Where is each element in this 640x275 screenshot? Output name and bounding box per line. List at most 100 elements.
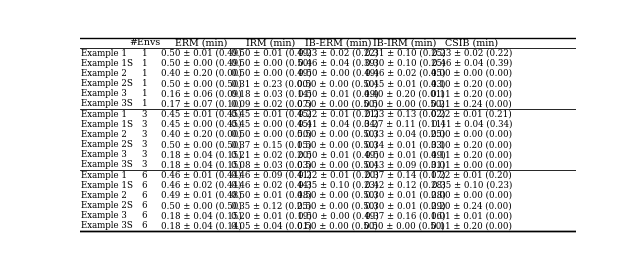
Text: 0.40 ± 0.20 (0.00): 0.40 ± 0.20 (0.00) xyxy=(161,69,242,78)
Text: 0.11 ± 0.20 (0.00): 0.11 ± 0.20 (0.00) xyxy=(431,221,513,230)
Text: Example 3S: Example 3S xyxy=(81,221,132,230)
Text: 0.50 ± 0.00 (0.50): 0.50 ± 0.00 (0.50) xyxy=(364,221,445,230)
Text: 0.37 ± 0.15 (0.15): 0.37 ± 0.15 (0.15) xyxy=(230,140,311,149)
Text: 0.16 ± 0.06 (0.09): 0.16 ± 0.06 (0.09) xyxy=(161,89,242,98)
Text: Example 2S: Example 2S xyxy=(81,79,133,88)
Text: 0.11 ± 0.20 (0.00): 0.11 ± 0.20 (0.00) xyxy=(431,89,513,98)
Text: 0.50 ± 0.00 (0.50): 0.50 ± 0.00 (0.50) xyxy=(298,140,378,149)
Text: 0.23 ± 0.13 (0.02): 0.23 ± 0.13 (0.02) xyxy=(365,110,445,119)
Text: 0.30 ± 0.01 (0.28): 0.30 ± 0.01 (0.28) xyxy=(365,191,445,200)
Text: 0.35 ± 0.12 (0.25): 0.35 ± 0.12 (0.25) xyxy=(231,201,311,210)
Text: Example 2: Example 2 xyxy=(81,69,127,78)
Text: 0.50 ± 0.00 (0.49): 0.50 ± 0.00 (0.49) xyxy=(298,211,378,220)
Text: 0.31 ± 0.10 (0.25): 0.31 ± 0.10 (0.25) xyxy=(365,49,445,58)
Text: 0.45 ± 0.01 (0.43): 0.45 ± 0.01 (0.43) xyxy=(365,79,445,88)
Text: 0.50 ± 0.00 (0.50): 0.50 ± 0.00 (0.50) xyxy=(230,59,312,68)
Text: Example 2S: Example 2S xyxy=(81,201,133,210)
Text: 0.18 ± 0.04 (0.14): 0.18 ± 0.04 (0.14) xyxy=(161,221,242,230)
Text: 0.41 ± 0.04 (0.34): 0.41 ± 0.04 (0.34) xyxy=(298,120,378,129)
Text: Example 3: Example 3 xyxy=(81,211,127,220)
Text: 1: 1 xyxy=(141,69,147,78)
Text: 0.11 ± 0.20 (0.00): 0.11 ± 0.20 (0.00) xyxy=(431,150,513,159)
Text: ERM (min): ERM (min) xyxy=(175,38,228,47)
Text: 0.50 ± 0.01 (0.49): 0.50 ± 0.01 (0.49) xyxy=(365,150,445,159)
Text: 6: 6 xyxy=(141,191,147,200)
Text: 0.00 ± 0.00 (0.00): 0.00 ± 0.00 (0.00) xyxy=(431,130,513,139)
Text: 0.46 ± 0.02 (0.44): 0.46 ± 0.02 (0.44) xyxy=(230,181,311,190)
Text: 0.22 ± 0.01 (0.20): 0.22 ± 0.01 (0.20) xyxy=(431,170,512,180)
Text: 0.35 ± 0.10 (0.23): 0.35 ± 0.10 (0.23) xyxy=(431,181,512,190)
Text: 0.22 ± 0.01 (0.20): 0.22 ± 0.01 (0.20) xyxy=(298,170,378,180)
Text: Example 1S: Example 1S xyxy=(81,181,133,190)
Text: 0.17 ± 0.07 (0.10): 0.17 ± 0.07 (0.10) xyxy=(161,100,242,108)
Text: 0.01 ± 0.00 (0.00): 0.01 ± 0.00 (0.00) xyxy=(431,160,513,169)
Text: 0.30 ± 0.01 (0.29): 0.30 ± 0.01 (0.29) xyxy=(365,201,445,210)
Text: 0.00 ± 0.00 (0.00): 0.00 ± 0.00 (0.00) xyxy=(431,191,513,200)
Text: 0.50 ± 0.00 (0.50): 0.50 ± 0.00 (0.50) xyxy=(298,191,378,200)
Text: 0.34 ± 0.01 (0.33): 0.34 ± 0.01 (0.33) xyxy=(365,140,445,149)
Text: 0.50 ± 0.00 (0.50): 0.50 ± 0.00 (0.50) xyxy=(298,221,378,230)
Text: CSIB (min): CSIB (min) xyxy=(445,38,499,47)
Text: Example 1S: Example 1S xyxy=(81,120,133,129)
Text: 0.49 ± 0.01 (0.48): 0.49 ± 0.01 (0.48) xyxy=(161,191,242,200)
Text: Example 1S: Example 1S xyxy=(81,59,133,68)
Text: 0.50 ± 0.00 (0.49): 0.50 ± 0.00 (0.49) xyxy=(161,59,242,68)
Text: 6: 6 xyxy=(141,211,147,220)
Text: Example 2S: Example 2S xyxy=(81,140,133,149)
Text: 0.45 ± 0.00 (0.45): 0.45 ± 0.00 (0.45) xyxy=(161,120,242,129)
Text: 0.05 ± 0.04 (0.01): 0.05 ± 0.04 (0.01) xyxy=(230,221,312,230)
Text: IRM (min): IRM (min) xyxy=(246,38,296,47)
Text: 0.40 ± 0.20 (0.00): 0.40 ± 0.20 (0.00) xyxy=(161,130,242,139)
Text: 0.45 ± 0.01 (0.45): 0.45 ± 0.01 (0.45) xyxy=(161,110,242,119)
Text: 0.50 ± 0.00 (0.50): 0.50 ± 0.00 (0.50) xyxy=(364,100,445,108)
Text: 0.43 ± 0.09 (0.31): 0.43 ± 0.09 (0.31) xyxy=(365,160,445,169)
Text: 0.33 ± 0.04 (0.25): 0.33 ± 0.04 (0.25) xyxy=(365,130,445,139)
Text: 1: 1 xyxy=(141,79,147,88)
Text: 0.50 ± 0.01 (0.49): 0.50 ± 0.01 (0.49) xyxy=(298,150,378,159)
Text: 0.50 ± 0.00 (0.50): 0.50 ± 0.00 (0.50) xyxy=(298,130,378,139)
Text: 0.46 ± 0.02 (0.44): 0.46 ± 0.02 (0.44) xyxy=(161,181,242,190)
Text: 6: 6 xyxy=(141,170,147,180)
Text: 0.31 ± 0.23 (0.00): 0.31 ± 0.23 (0.00) xyxy=(230,79,311,88)
Text: 0.20 ± 0.24 (0.00): 0.20 ± 0.24 (0.00) xyxy=(431,201,512,210)
Text: 0.21 ± 0.24 (0.00): 0.21 ± 0.24 (0.00) xyxy=(431,100,512,108)
Text: 0.50 ± 0.01 (0.49): 0.50 ± 0.01 (0.49) xyxy=(298,89,378,98)
Text: 0.50 ± 0.00 (0.49): 0.50 ± 0.00 (0.49) xyxy=(298,69,378,78)
Text: 0.50 ± 0.01 (0.49): 0.50 ± 0.01 (0.49) xyxy=(230,49,311,58)
Text: 3: 3 xyxy=(142,160,147,169)
Text: 0.37 ± 0.14 (0.17): 0.37 ± 0.14 (0.17) xyxy=(365,170,445,180)
Text: Example 2: Example 2 xyxy=(81,130,127,139)
Text: 0.46 ± 0.04 (0.39): 0.46 ± 0.04 (0.39) xyxy=(298,59,378,68)
Text: 0.20 ± 0.01 (0.19): 0.20 ± 0.01 (0.19) xyxy=(230,211,312,220)
Text: 0.50 ± 0.00 (0.50): 0.50 ± 0.00 (0.50) xyxy=(298,79,378,88)
Text: 3: 3 xyxy=(142,130,147,139)
Text: #Envs: #Envs xyxy=(129,38,160,47)
Text: 0.22 ± 0.01 (0.21): 0.22 ± 0.01 (0.21) xyxy=(431,110,512,119)
Text: Example 2: Example 2 xyxy=(81,191,127,200)
Text: 6: 6 xyxy=(141,181,147,190)
Text: 0.10 ± 0.20 (0.00): 0.10 ± 0.20 (0.00) xyxy=(431,79,513,88)
Text: 0.10 ± 0.20 (0.00): 0.10 ± 0.20 (0.00) xyxy=(431,140,513,149)
Text: 0.23 ± 0.02 (0.22): 0.23 ± 0.02 (0.22) xyxy=(431,49,512,58)
Text: 3: 3 xyxy=(142,110,147,119)
Text: Example 3S: Example 3S xyxy=(81,100,132,108)
Text: 3: 3 xyxy=(142,120,147,129)
Text: 0.50 ± 0.00 (0.50): 0.50 ± 0.00 (0.50) xyxy=(298,100,378,108)
Text: 0.50 ± 0.00 (0.50): 0.50 ± 0.00 (0.50) xyxy=(161,201,242,210)
Text: 1: 1 xyxy=(141,49,147,58)
Text: 0.46 ± 0.01 (0.44): 0.46 ± 0.01 (0.44) xyxy=(161,170,242,180)
Text: 0.23 ± 0.02 (0.22): 0.23 ± 0.02 (0.22) xyxy=(298,49,378,58)
Text: 0.50 ± 0.00 (0.50): 0.50 ± 0.00 (0.50) xyxy=(161,140,242,149)
Text: 0.46 ± 0.04 (0.39): 0.46 ± 0.04 (0.39) xyxy=(431,59,512,68)
Text: Example 3: Example 3 xyxy=(81,89,127,98)
Text: 0.50 ± 0.01 (0.49): 0.50 ± 0.01 (0.49) xyxy=(161,49,242,58)
Text: 6: 6 xyxy=(141,201,147,210)
Text: 6: 6 xyxy=(141,221,147,230)
Text: 0.46 ± 0.09 (0.41): 0.46 ± 0.09 (0.41) xyxy=(230,170,311,180)
Text: 0.50 ± 0.00 (0.50): 0.50 ± 0.00 (0.50) xyxy=(230,130,312,139)
Text: 0.08 ± 0.03 (0.03): 0.08 ± 0.03 (0.03) xyxy=(230,160,311,169)
Text: 1: 1 xyxy=(141,59,147,68)
Text: 0.45 ± 0.00 (0.45): 0.45 ± 0.00 (0.45) xyxy=(230,120,311,129)
Text: IB-IRM (min): IB-IRM (min) xyxy=(373,38,436,47)
Text: 0.50 ± 0.01 (0.48): 0.50 ± 0.01 (0.48) xyxy=(230,191,312,200)
